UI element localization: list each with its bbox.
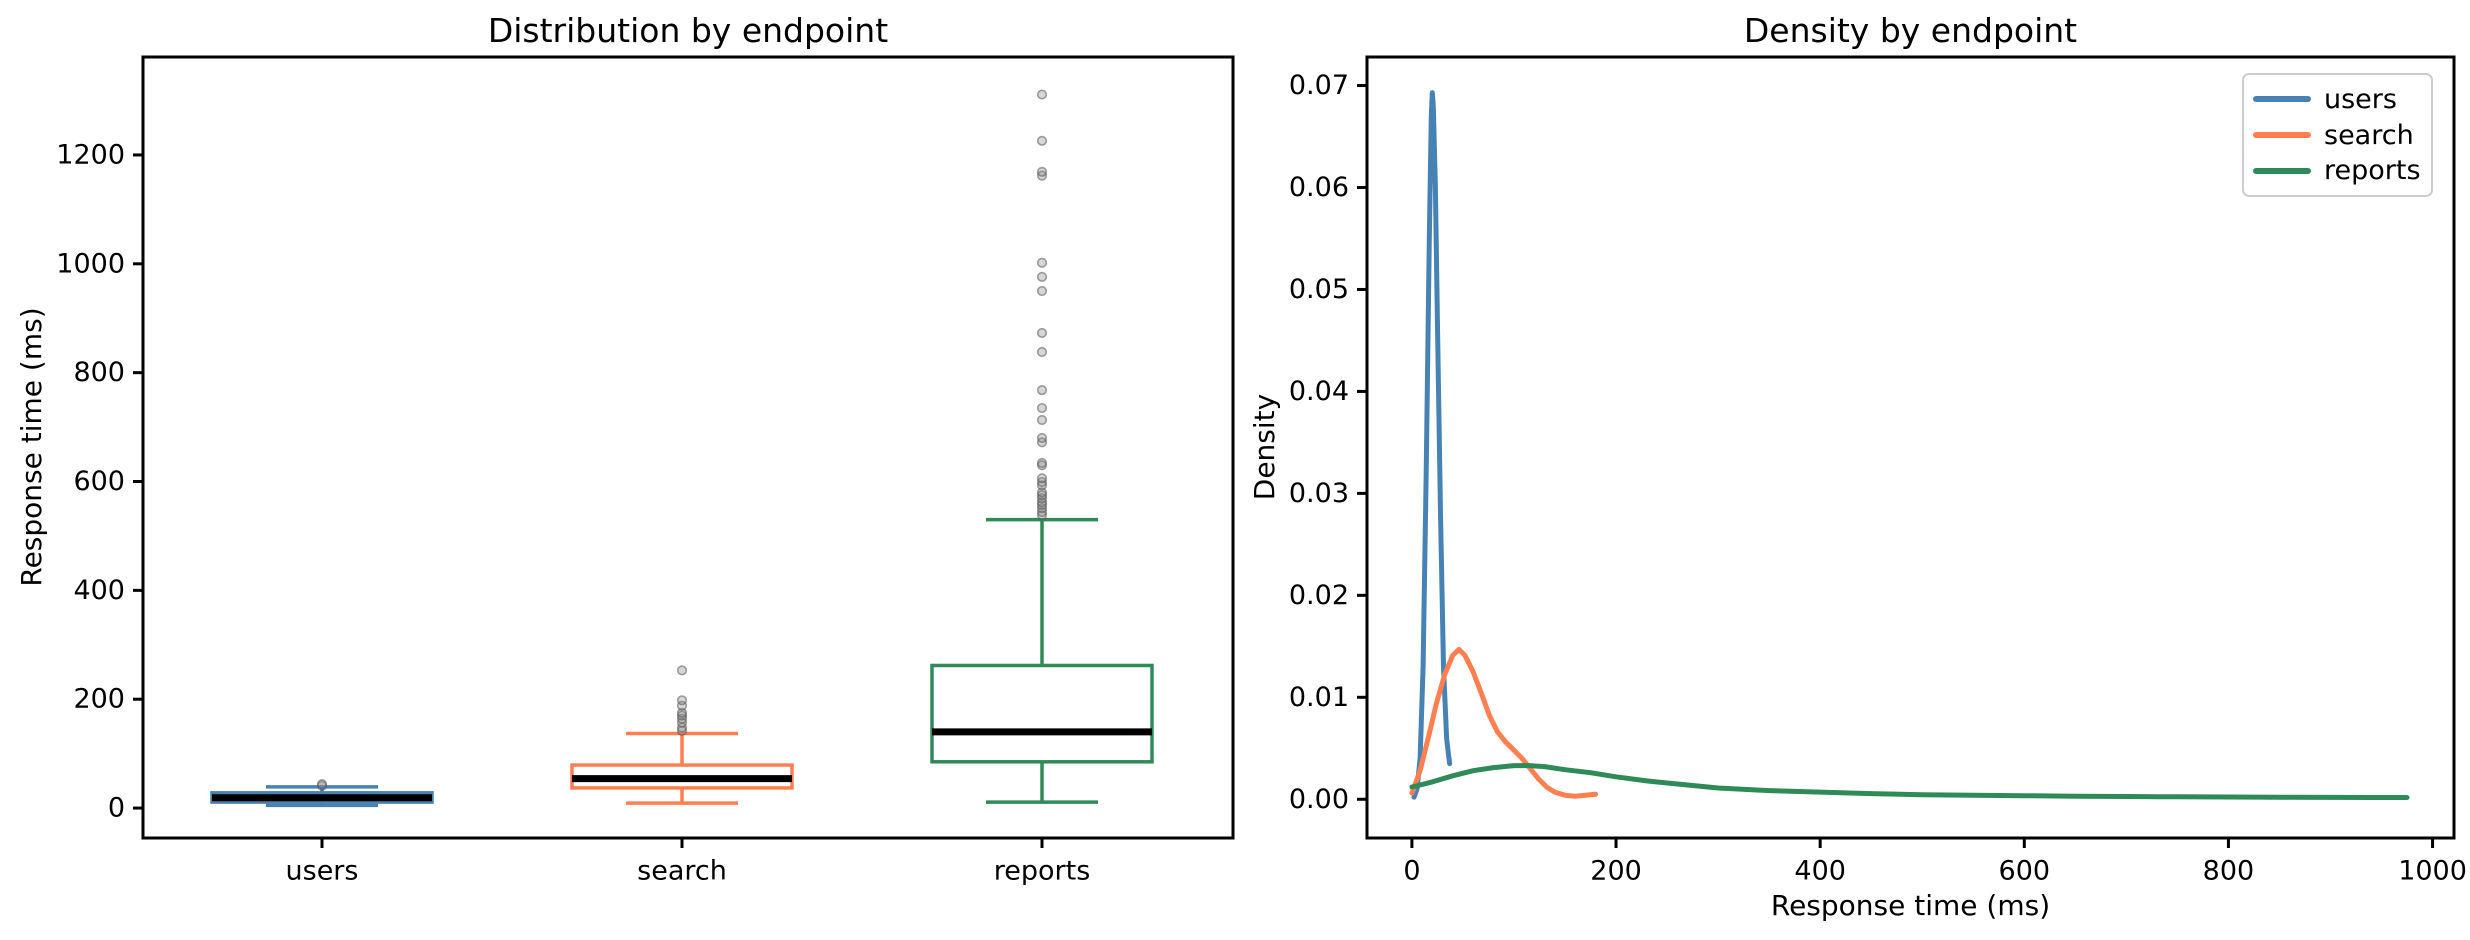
y-tick-label: 0.05 [1289,274,1349,305]
outlier-reports [1036,166,1048,177]
density-curve-reports [1409,763,2410,800]
axes-frame [1365,55,2456,840]
y-tick-label: 1200 [56,139,125,170]
legend-item-users: users [2253,86,2431,113]
boxplot-ylabel: Response time (ms) [15,307,48,587]
outlier-reports [1036,414,1048,426]
density-curve-search [1409,646,1599,799]
outlier-reports [1036,327,1048,339]
x-tick-label: 400 [1794,856,1846,887]
outlier-reports [1036,384,1048,396]
y-tick-label: 400 [73,575,125,606]
x-tick-label: 600 [1999,856,2051,887]
legend-label: reports [2324,155,2421,187]
y-tick-label: 1000 [56,248,125,279]
outlier-search [676,665,688,676]
category-label: reports [994,856,1091,887]
boxplot-chart: 0 200 400 600 800 1000 1200 users search reports [56,55,1235,887]
category-label: search [637,856,727,887]
outlier-reports [1036,271,1048,282]
x-tick-label: 1000 [2398,856,2467,887]
y-tick-label: 0 [108,793,125,824]
y-tick-label: 0.06 [1289,172,1349,203]
legend-label: search [2324,119,2414,151]
x-tick-label: 0 [1403,856,1420,887]
y-tick-label: 0.01 [1289,682,1349,713]
outlier-reports [1036,457,1048,469]
outlier-reports [1036,346,1048,358]
outlier-reports [1036,480,1048,491]
outlier-reports [1036,510,1048,521]
y-tick-label: 800 [73,357,125,388]
legend-line-users [2253,96,2311,103]
outlier-search [676,707,688,718]
box-reports [930,663,1154,764]
outlier-reports [1036,285,1048,297]
y-tick-label: 200 [73,684,125,715]
x-tick-label: 800 [2203,856,2255,887]
legend-label: users [2324,83,2397,115]
outlier-search [676,695,688,706]
density-curve-users [1411,90,1453,800]
density-ylabel: Density [1248,393,1281,501]
density-xlabel: Response time (ms) [1770,889,2051,922]
outlier-reports [1036,402,1048,414]
y-tick-label: 0.03 [1289,478,1349,509]
legend-line-reports [2253,167,2311,174]
x-tick-label: 200 [1590,856,1642,887]
outlier-reports [1036,89,1048,100]
outlier-reports [1036,432,1048,444]
y-tick-label: 0.04 [1289,376,1349,407]
outlier-users [316,779,328,790]
legend-item-reports: reports [2253,157,2431,184]
density-title: Density by endpoint [1743,11,2078,50]
axes-frame [141,55,1235,840]
legend-item-search: search [2253,122,2431,149]
y-tick-label: 0.07 [1289,70,1349,101]
outlier-reports [1036,487,1048,498]
y-tick-label: 0.02 [1289,580,1349,611]
legend-line-search [2253,132,2311,138]
y-tick-label: 0.00 [1289,784,1349,815]
density-chart: 0.00 0.01 0.02 0.03 0.04 0.05 0.06 0.07 0 200 400 6… [1289,55,2467,887]
outlier-reports [1036,135,1048,146]
boxplot-title: Distribution by endpoint [487,11,889,50]
outlier-reports [1036,473,1048,484]
legend: users search reports [2242,73,2433,197]
y-tick-label: 600 [73,466,125,497]
category-label: users [286,856,359,887]
outlier-reports [1036,257,1048,268]
